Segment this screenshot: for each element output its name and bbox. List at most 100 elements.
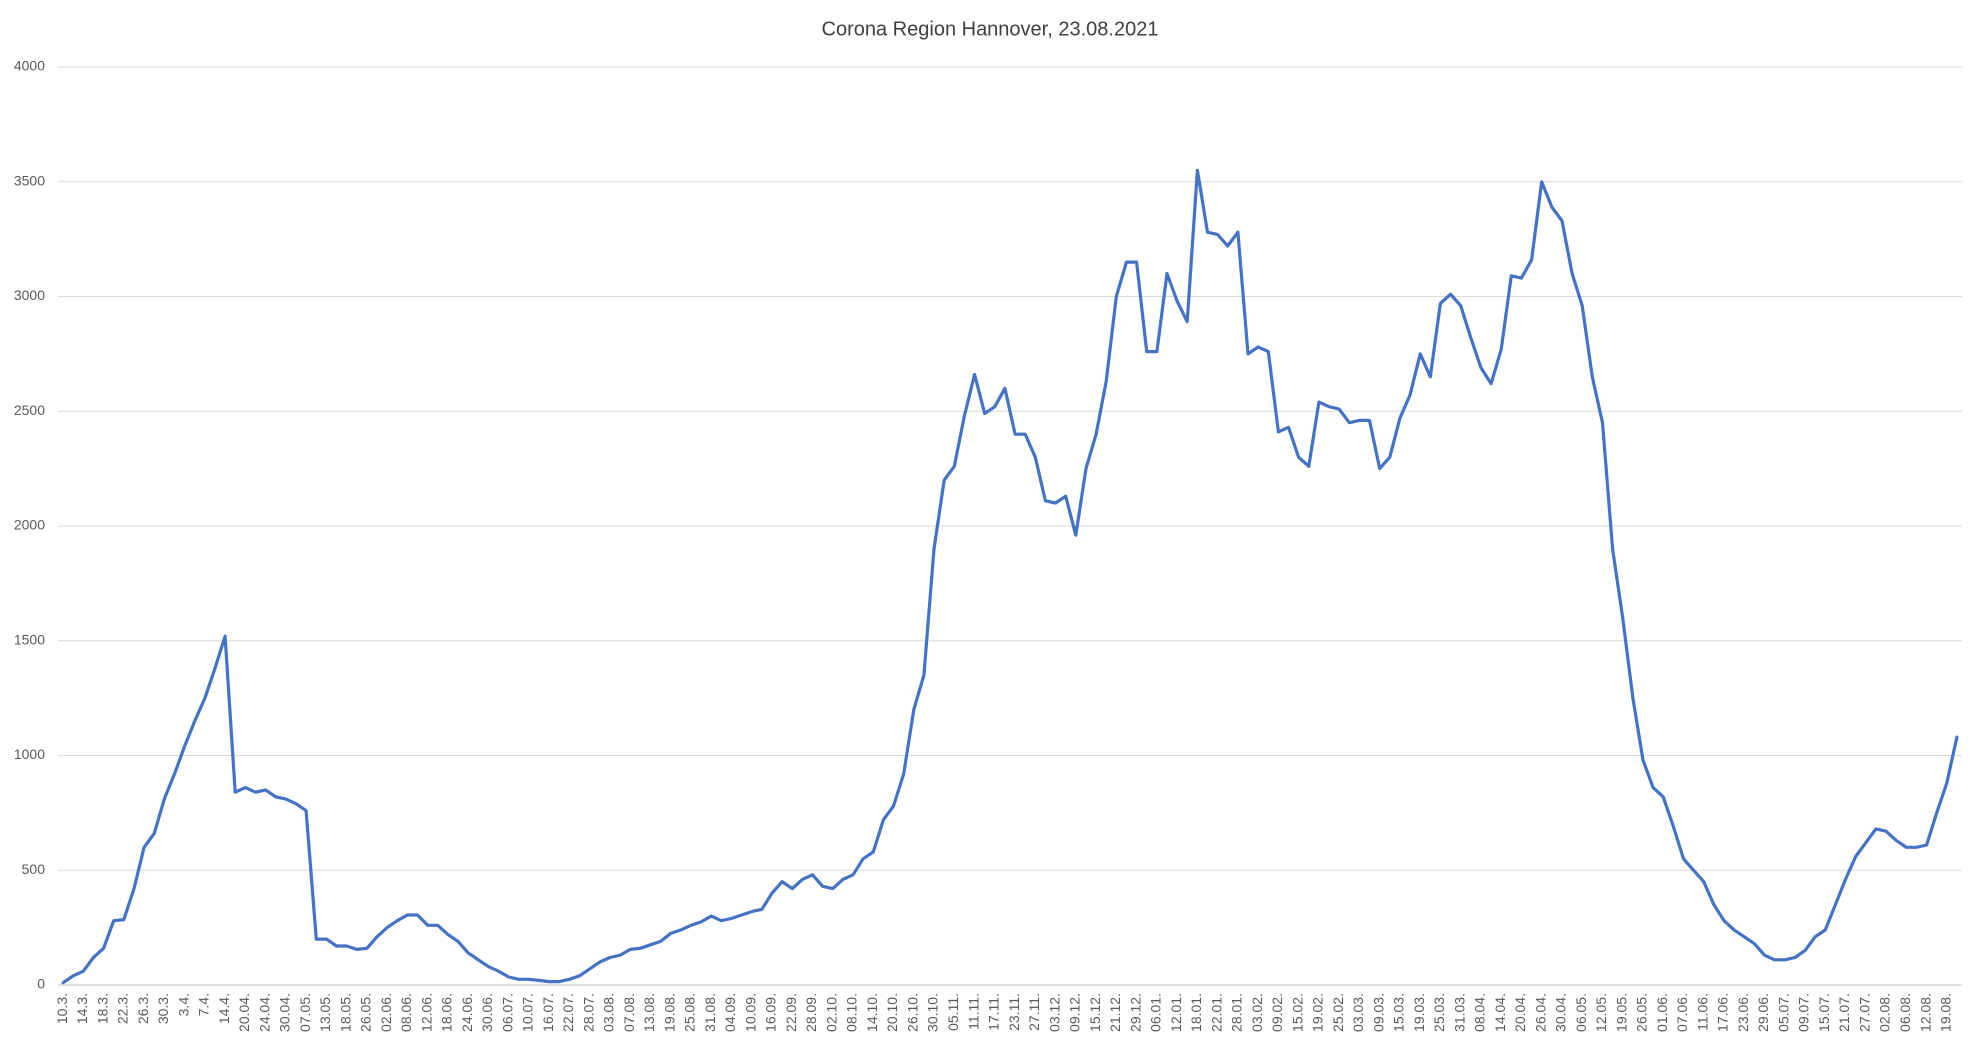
x-tick-label: 15.12.: [1087, 993, 1103, 1032]
x-tick-label: 19.05.: [1613, 993, 1629, 1032]
x-tick-label: 12.08.: [1917, 993, 1933, 1032]
x-tick-label: 06.08.: [1897, 993, 1913, 1032]
x-tick-label: 12.05.: [1593, 993, 1609, 1032]
x-tick-label: 20.04.: [236, 993, 252, 1032]
x-tick-label: 10.3.: [54, 993, 70, 1024]
x-tick-label: 07.06.: [1674, 993, 1690, 1032]
x-tick-label: 05.11.: [945, 993, 961, 1031]
x-tick-label: 06.07.: [499, 993, 515, 1032]
x-tick-label: 13.05.: [317, 993, 333, 1032]
x-tick-label: 15.03.: [1391, 993, 1407, 1032]
x-tick-label: 07.05.: [297, 993, 313, 1032]
x-tick-label: 11.06.: [1694, 993, 1710, 1031]
x-tick-label: 14.04.: [1492, 993, 1508, 1032]
x-tick-label: 17.06.: [1715, 993, 1731, 1032]
x-tick-label: 23.11.: [1006, 993, 1022, 1031]
x-tick-label: 09.07.: [1796, 993, 1812, 1032]
x-tick-label: 15.07.: [1816, 993, 1832, 1032]
x-tick-label: 18.01.: [1188, 993, 1204, 1032]
x-tick-label: 24.06.: [459, 993, 475, 1032]
x-tick-label: 26.05.: [1634, 993, 1650, 1032]
x-tick-label: 03.12.: [1046, 993, 1062, 1032]
x-tick-label: 10.09.: [742, 993, 758, 1032]
x-tick-label: 28.09.: [803, 993, 819, 1032]
x-tick-label: 19.02.: [1310, 993, 1326, 1032]
x-tick-label: 09.02.: [1269, 993, 1285, 1032]
x-tick-label: 18.05.: [337, 993, 353, 1032]
x-tick-label: 05.07.: [1775, 993, 1791, 1032]
y-tick-label: 2000: [14, 517, 45, 533]
x-tick-label: 08.04.: [1472, 993, 1488, 1032]
x-tick-label: 02.06.: [378, 993, 394, 1032]
x-tick-label: 03.02.: [1249, 993, 1265, 1032]
x-tick-label: 17.11.: [986, 993, 1002, 1031]
x-tick-label: 11.11.: [965, 993, 981, 1030]
x-tick-label: 30.04.: [277, 993, 293, 1032]
x-tick-label: 08.10.: [844, 993, 860, 1032]
x-tick-label: 21.12.: [1107, 993, 1123, 1032]
x-tick-label: 16.07.: [540, 993, 556, 1032]
x-tick-label: 26.3.: [135, 993, 151, 1024]
x-tick-label: 06.01.: [1148, 993, 1164, 1032]
x-tick-label: 18.06.: [439, 993, 455, 1032]
x-tick-label: 18.3.: [94, 993, 110, 1024]
x-tick-label: 31.03.: [1451, 993, 1467, 1032]
x-tick-label: 22.07.: [560, 993, 576, 1032]
x-tick-label: 14.10.: [864, 993, 880, 1032]
x-tick-label: 12.06.: [418, 993, 434, 1032]
x-tick-label: 04.09.: [722, 993, 738, 1032]
x-tick-label: 25.02.: [1330, 993, 1346, 1032]
x-tick-label: 25.08.: [682, 993, 698, 1032]
x-tick-label: 26.05.: [358, 993, 374, 1032]
data-line: [61, 168, 1959, 985]
x-tick-label: 29.06.: [1755, 993, 1771, 1032]
x-tick-label: 12.01.: [1168, 993, 1184, 1032]
y-tick-label: 3500: [14, 172, 45, 188]
x-tick-label: 07.08.: [621, 993, 637, 1032]
x-tick-label: 15.02.: [1289, 993, 1305, 1032]
x-tick-label: 03.08.: [601, 993, 617, 1032]
x-tick-label: 26.04.: [1532, 993, 1548, 1032]
x-tick-label: 25.03.: [1431, 993, 1447, 1032]
x-tick-label: 19.03.: [1411, 993, 1427, 1032]
y-tick-label: 2500: [14, 402, 45, 418]
x-tick-label: 10.07.: [520, 993, 536, 1032]
x-tick-label: 28.01.: [1229, 993, 1245, 1032]
x-tick-label: 27.11.: [1026, 993, 1042, 1031]
x-tick-label: 08.06.: [398, 993, 414, 1032]
y-tick-label: 4000: [14, 58, 45, 74]
chart-title: Corona Region Hannover, 23.08.2021: [822, 18, 1159, 40]
x-tick-label: 02.08.: [1877, 993, 1893, 1032]
y-tick-label: 1000: [14, 746, 45, 762]
y-tick-label: 0: [37, 976, 45, 992]
x-tick-label: 26.10.: [904, 993, 920, 1032]
x-tick-label: 09.03.: [1370, 993, 1386, 1032]
x-tick-label: 22.3.: [115, 993, 131, 1024]
x-tick-label: 13.08.: [641, 993, 657, 1032]
x-tick-label: 03.03.: [1350, 993, 1366, 1032]
x-tick-label: 30.10.: [925, 993, 941, 1032]
x-tick-label: 30.3.: [155, 993, 171, 1024]
x-tick-label: 19.08.: [1938, 993, 1954, 1032]
x-tick-label: 30.06.: [479, 993, 495, 1032]
x-tick-label: 16.09.: [763, 993, 779, 1032]
x-tick-label: 27.07.: [1856, 993, 1872, 1032]
x-tick-label: 14.3.: [74, 993, 90, 1024]
y-tick-label: 500: [22, 861, 46, 877]
x-tick-label: 24.04.: [256, 993, 272, 1032]
x-tick-label: 23.06.: [1735, 993, 1751, 1032]
x-tick-label: 09.12.: [1067, 993, 1083, 1032]
x-tick-label: 22.09.: [783, 993, 799, 1032]
x-tick-label: 21.07.: [1836, 993, 1852, 1032]
x-tick-label: 22.01.: [1208, 993, 1224, 1032]
y-tick-label: 3000: [14, 287, 45, 303]
x-tick-label: 29.12.: [1127, 993, 1143, 1032]
x-tick-label: 20.10.: [884, 993, 900, 1032]
x-tick-label: 02.10.: [823, 993, 839, 1032]
x-tick-label: 3.4.: [175, 993, 191, 1016]
x-tick-label: 31.08.: [702, 993, 718, 1032]
x-tick-label: 20.04.: [1512, 993, 1528, 1032]
x-tick-label: 30.04.: [1553, 993, 1569, 1032]
x-tick-label: 01.06.: [1654, 993, 1670, 1032]
